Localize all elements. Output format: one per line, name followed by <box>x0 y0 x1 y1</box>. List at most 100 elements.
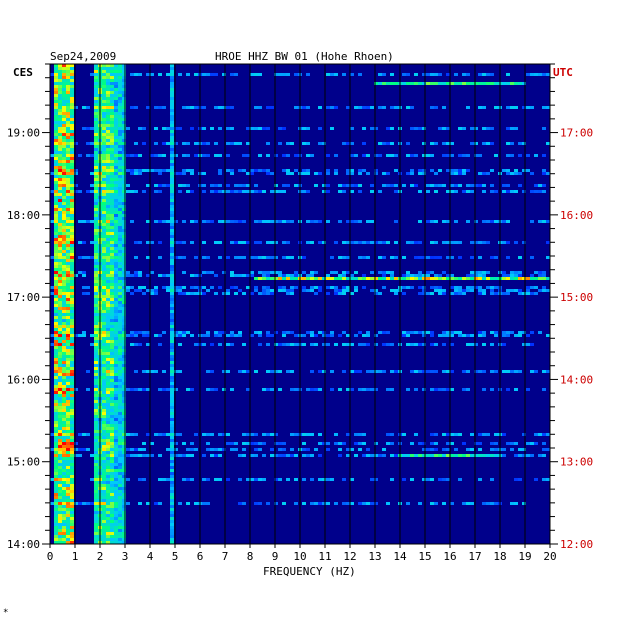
heatmap-cell <box>402 433 406 436</box>
heatmap-cell <box>266 274 270 277</box>
heatmap-cell <box>58 427 62 430</box>
heatmap-cell <box>490 82 494 85</box>
heatmap-cell <box>102 124 106 127</box>
heatmap-cell <box>118 433 122 436</box>
heatmap-cell <box>70 271 74 274</box>
heatmap-cell <box>54 226 58 229</box>
heatmap-cell <box>170 181 174 184</box>
heatmap-cell <box>62 349 66 352</box>
heatmap-cell <box>62 187 66 190</box>
heatmap-cell <box>74 274 78 277</box>
heatmap-cell <box>102 328 106 331</box>
heatmap-cell <box>262 271 266 274</box>
heatmap-cell <box>70 88 74 91</box>
heatmap-cell <box>110 274 114 277</box>
heatmap-cell <box>118 181 122 184</box>
heatmap-cell <box>478 442 482 445</box>
heatmap-cell <box>438 277 442 280</box>
heatmap-cell <box>122 292 126 295</box>
heatmap-cell <box>62 499 66 502</box>
heatmap-cell <box>178 241 182 244</box>
heatmap-cell <box>106 445 110 448</box>
heatmap-cell <box>78 433 82 436</box>
heatmap-cell <box>178 334 182 337</box>
heatmap-cell <box>54 340 58 343</box>
heatmap-cell <box>366 370 370 373</box>
heatmap-cell <box>170 253 174 256</box>
heatmap-cell <box>130 448 134 451</box>
heatmap-cell <box>86 220 90 223</box>
heatmap-cell <box>94 391 98 394</box>
heatmap-cell <box>218 220 222 223</box>
heatmap-cell <box>458 292 462 295</box>
heatmap-cell <box>102 481 106 484</box>
heatmap-cell <box>546 370 550 373</box>
heatmap-cell <box>70 427 74 430</box>
heatmap-cell <box>106 472 110 475</box>
heatmap-cell <box>238 256 242 259</box>
heatmap-cell <box>370 502 374 505</box>
heatmap-cell <box>158 154 162 157</box>
heatmap-cell <box>118 541 122 544</box>
heatmap-cell <box>170 400 174 403</box>
heatmap-cell <box>122 400 126 403</box>
heatmap-cell <box>306 172 310 175</box>
heatmap-cell <box>70 190 74 193</box>
heatmap-cell <box>102 139 106 142</box>
heatmap-cell <box>122 217 126 220</box>
heatmap-cell <box>62 412 66 415</box>
heatmap-cell <box>490 256 494 259</box>
heatmap-cell <box>62 361 66 364</box>
heatmap-cell <box>382 343 386 346</box>
heatmap-cell <box>354 154 358 157</box>
heatmap-cell <box>518 289 522 292</box>
heatmap-cell <box>54 463 58 466</box>
heatmap-cell <box>170 358 174 361</box>
heatmap-cell <box>122 490 126 493</box>
heatmap-cell <box>206 334 210 337</box>
heatmap-cell <box>102 127 106 130</box>
heatmap-cell <box>246 142 250 145</box>
heatmap-cell <box>318 388 322 391</box>
heatmap-cell <box>338 388 342 391</box>
x-tick-label: 5 <box>172 550 179 563</box>
heatmap-cell <box>122 319 126 322</box>
heatmap-cell <box>62 277 66 280</box>
heatmap-cell <box>170 142 174 145</box>
heatmap-cell <box>170 238 174 241</box>
heatmap-cell <box>122 271 126 274</box>
heatmap-cell <box>234 256 238 259</box>
heatmap-cell <box>438 478 442 481</box>
heatmap-cell <box>106 469 110 472</box>
heatmap-cell <box>66 292 70 295</box>
heatmap-cell <box>106 88 110 91</box>
heatmap-cell <box>414 73 418 76</box>
heatmap-cell <box>94 388 98 391</box>
heatmap-cell <box>422 454 426 457</box>
heatmap-cell <box>270 172 274 175</box>
heatmap-cell <box>66 124 70 127</box>
heatmap-cell <box>70 370 74 373</box>
heatmap-cell <box>278 190 282 193</box>
heatmap-cell <box>218 331 222 334</box>
heatmap-cell <box>534 277 538 280</box>
heatmap-cell <box>122 250 126 253</box>
heatmap-cell <box>170 526 174 529</box>
heatmap-cell <box>378 142 382 145</box>
heatmap-cell <box>110 463 114 466</box>
heatmap-cell <box>450 454 454 457</box>
heatmap-cell <box>110 112 114 115</box>
heatmap-cell <box>182 106 186 109</box>
heatmap-cell <box>94 421 98 424</box>
heatmap-cell <box>514 442 518 445</box>
heatmap-cell <box>374 82 378 85</box>
heatmap-cell <box>82 448 86 451</box>
heatmap-cell <box>242 220 246 223</box>
heatmap-cell <box>422 82 426 85</box>
heatmap-cell <box>510 502 514 505</box>
heatmap-cell <box>302 106 306 109</box>
heatmap-cell <box>94 226 98 229</box>
heatmap-cell <box>118 229 122 232</box>
heatmap-cell <box>114 310 118 313</box>
heatmap-cell <box>314 184 318 187</box>
